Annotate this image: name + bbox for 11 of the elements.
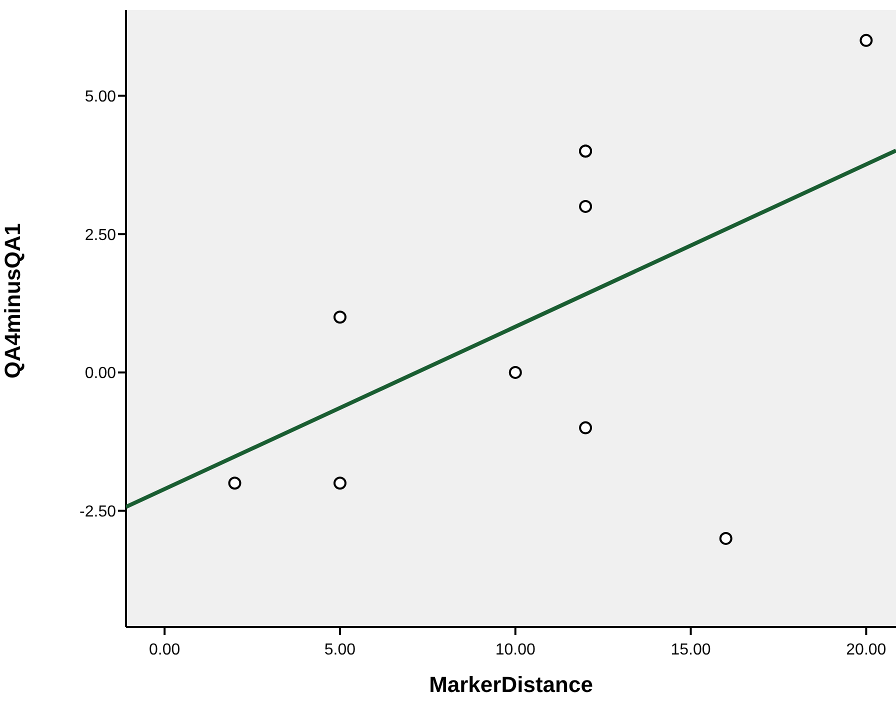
x-tick-label: 20.00 [846,641,886,658]
y-tick-label: 0.00 [84,365,116,382]
x-axis-title: MarkerDistance [429,672,593,697]
x-tick-label: 0.00 [149,641,180,658]
y-tick-label: 5.00 [84,88,116,106]
x-tick-label: 10.00 [495,641,536,658]
x-tick-label: 15.00 [670,641,711,658]
x-tick-label: 5.00 [324,641,356,658]
y-tick-label: 2.50 [84,226,116,244]
y-tick-label: -2.50 [80,503,116,520]
y-axis-title: QA4minusQA1 [0,223,25,378]
